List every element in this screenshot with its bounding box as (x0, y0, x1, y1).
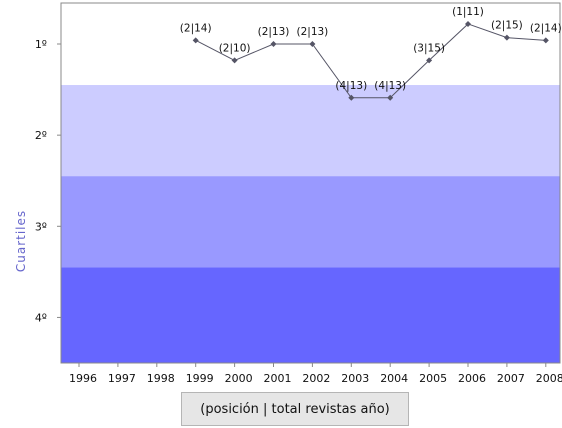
data-point-label: (1|11) (452, 6, 484, 18)
x-tick-label: 2001 (264, 372, 292, 385)
plot-area-frame (60, 2, 561, 364)
x-tick-label: 2005 (419, 372, 447, 385)
data-point-marker (387, 94, 394, 101)
y-tick-label: 3º (35, 220, 47, 233)
data-point-label: (2|14) (530, 22, 562, 34)
x-tick-label: 2004 (380, 372, 408, 385)
x-tick-label: 1998 (147, 372, 175, 385)
quartile-band-2 (61, 85, 560, 177)
x-tick-label: 2008 (536, 372, 562, 385)
quartile-band-3 (61, 176, 560, 268)
data-point-marker (348, 94, 355, 101)
data-point-label: (2|13) (297, 26, 329, 38)
y-tick-label: 1º (35, 38, 47, 51)
y-axis-ticks: 1º 2º 3º 4º (35, 38, 61, 324)
x-tick-label: 1996 (69, 372, 97, 385)
x-tick-label: 1997 (108, 372, 136, 385)
x-tick-label: 2003 (341, 372, 369, 385)
data-point-marker (426, 57, 433, 64)
data-point-label: (4|13) (335, 80, 367, 92)
series-line (195, 23, 546, 99)
y-axis-title: Cuartiles (14, 210, 28, 272)
data-point-label: (3|15) (413, 42, 445, 54)
legend-box: (posición | total revistas año) (181, 392, 409, 426)
quartile-bands (61, 3, 560, 363)
y-tick-label: 2º (35, 129, 47, 142)
x-tick-label: 2006 (458, 372, 486, 385)
x-tick-label: 1999 (186, 372, 214, 385)
data-point-label: (2|15) (491, 20, 523, 32)
x-tick-label: 2000 (225, 372, 253, 385)
data-point-marker (270, 41, 277, 48)
y-tick-label: 4º (35, 311, 47, 324)
series-markers (192, 20, 549, 101)
data-point-marker (192, 37, 199, 44)
data-point-label: (2|13) (258, 26, 290, 38)
quartile-band-4 (61, 267, 560, 363)
data-point-marker (542, 37, 549, 44)
data-point-marker (465, 20, 471, 27)
data-point-marker (309, 41, 316, 48)
data-point-label: (2|14) (180, 22, 212, 34)
data-labels: (2|14) (2|10) (2|13) (2|13) (4|13) (4|13) (3|1… (180, 6, 562, 92)
data-point-label: (2|10) (219, 42, 251, 54)
x-axis-ticks: 1996 1997 1998 1999 2000 2001 2002 2003 2004 2005… (69, 363, 562, 385)
data-point-marker (231, 57, 238, 64)
x-tick-label: 2007 (497, 372, 525, 385)
data-point-marker (503, 34, 510, 41)
x-tick-label: 2002 (302, 372, 330, 385)
legend-text: (posición | total revistas año) (200, 401, 390, 417)
data-point-label: (4|13) (374, 80, 406, 92)
